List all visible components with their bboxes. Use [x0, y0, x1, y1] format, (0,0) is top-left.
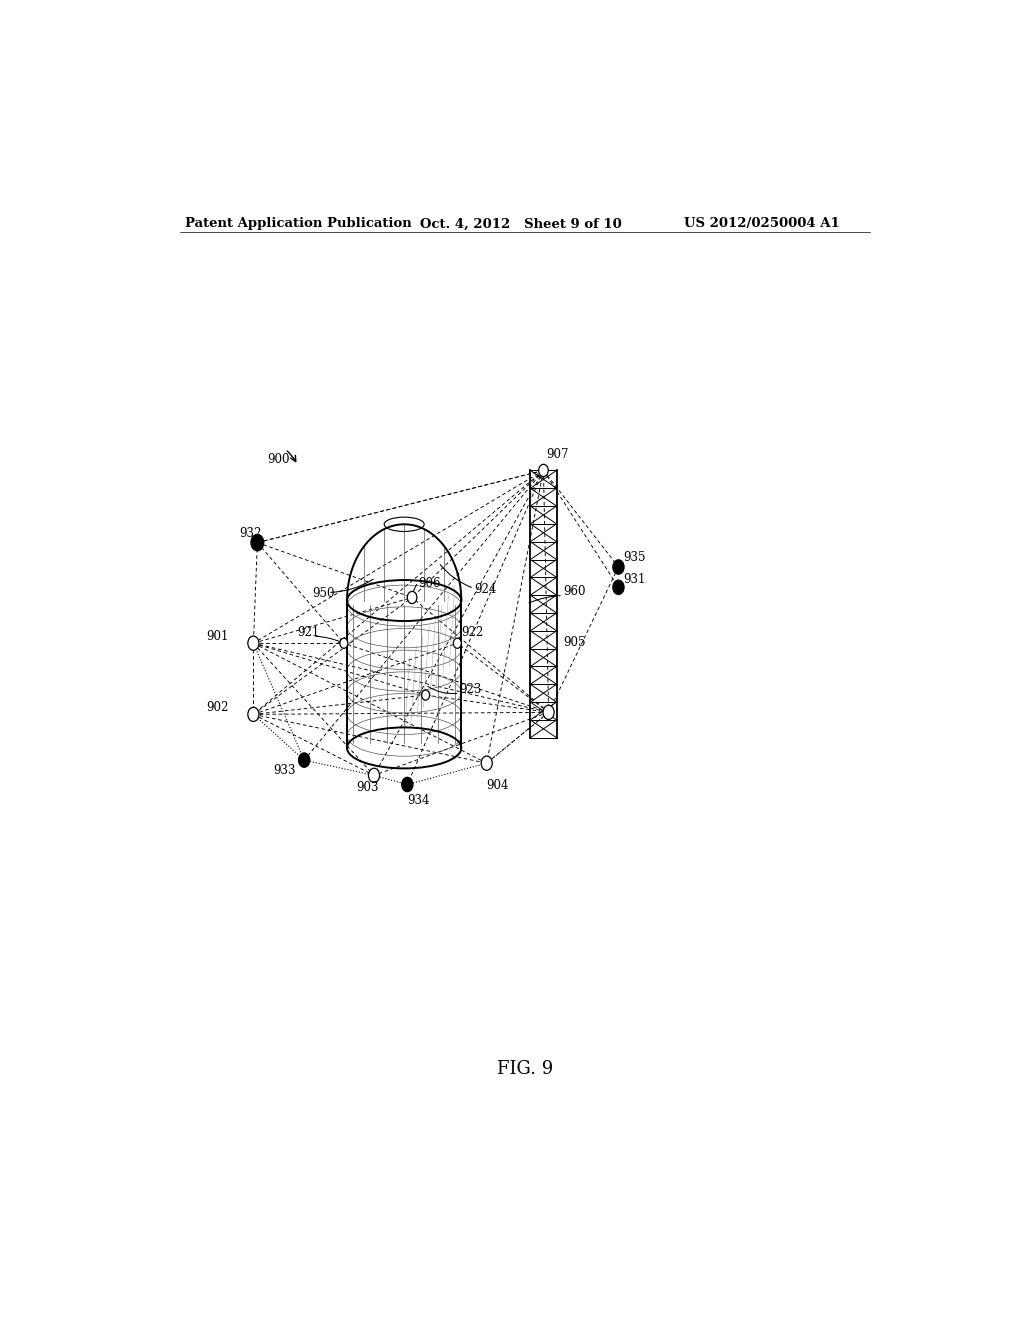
- Circle shape: [369, 768, 380, 783]
- Text: 902: 902: [206, 701, 228, 714]
- Text: 901: 901: [206, 630, 228, 643]
- Text: 906: 906: [419, 577, 441, 590]
- Text: 903: 903: [356, 780, 379, 793]
- Text: US 2012/0250004 A1: US 2012/0250004 A1: [684, 218, 840, 231]
- Text: Patent Application Publication: Patent Application Publication: [185, 218, 412, 231]
- Circle shape: [248, 708, 259, 722]
- Text: 934: 934: [408, 793, 430, 807]
- Circle shape: [299, 752, 309, 767]
- Text: 931: 931: [624, 573, 645, 586]
- Text: 900: 900: [267, 453, 290, 466]
- Circle shape: [408, 591, 417, 603]
- Text: 932: 932: [240, 527, 261, 540]
- Circle shape: [454, 638, 461, 648]
- Circle shape: [340, 638, 348, 648]
- Text: 922: 922: [461, 626, 483, 639]
- Circle shape: [481, 756, 493, 771]
- Text: 907: 907: [546, 449, 568, 461]
- Circle shape: [613, 560, 624, 574]
- Text: 924: 924: [474, 583, 497, 597]
- Text: 923: 923: [460, 682, 482, 696]
- Circle shape: [401, 777, 413, 792]
- Text: 921: 921: [297, 626, 319, 639]
- Text: Oct. 4, 2012   Sheet 9 of 10: Oct. 4, 2012 Sheet 9 of 10: [420, 218, 622, 231]
- Circle shape: [543, 705, 554, 719]
- Circle shape: [248, 636, 259, 651]
- Circle shape: [613, 581, 624, 594]
- Text: 935: 935: [624, 550, 646, 564]
- Circle shape: [422, 690, 430, 700]
- Text: FIG. 9: FIG. 9: [497, 1060, 553, 1078]
- Circle shape: [251, 535, 264, 550]
- Text: 933: 933: [273, 764, 296, 777]
- Text: 950: 950: [312, 587, 335, 601]
- Text: 960: 960: [563, 586, 586, 598]
- Circle shape: [539, 465, 548, 477]
- Text: 904: 904: [486, 779, 509, 792]
- Text: 905: 905: [563, 636, 586, 649]
